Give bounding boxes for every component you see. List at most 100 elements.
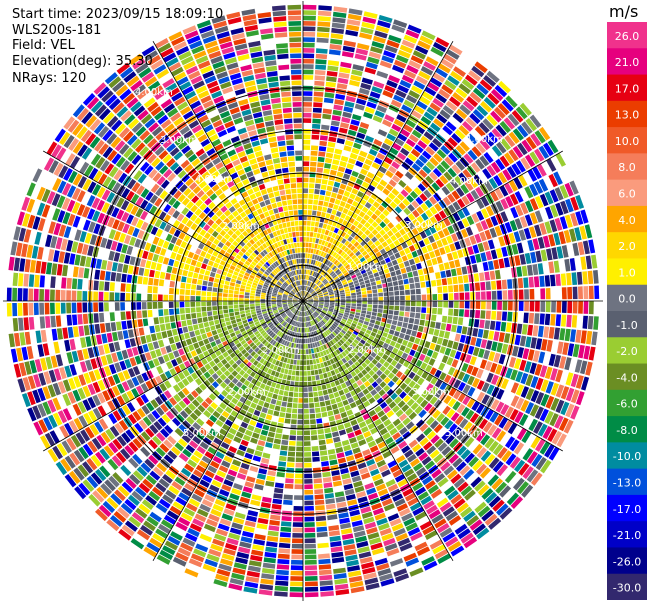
- radar-gate: [403, 278, 409, 285]
- radar-gate: [554, 415, 564, 429]
- radar-gate: [347, 210, 354, 217]
- radar-gate: [325, 266, 330, 272]
- radar-gate: [387, 314, 393, 320]
- radar-gate: [537, 325, 544, 338]
- radar-gate: [312, 359, 317, 365]
- radar-gate: [331, 258, 337, 263]
- radar-gate: [408, 277, 415, 284]
- radar-gate: [390, 99, 402, 108]
- radar-gate: [420, 135, 431, 145]
- radar-gate: [490, 88, 504, 102]
- radar-gate: [223, 313, 230, 318]
- radar-gate: [309, 309, 313, 314]
- radar-gate: [44, 289, 50, 301]
- radar-gate: [313, 472, 322, 479]
- radar-gate: [460, 506, 473, 518]
- radar-gate: [355, 336, 362, 342]
- radar-gate: [378, 296, 384, 301]
- radar-gate: [264, 551, 277, 558]
- radar-gate: [304, 554, 317, 560]
- radar-gate: [304, 527, 316, 533]
- radar-gate: [335, 335, 341, 341]
- radar-gate: [69, 338, 76, 351]
- radar-gate: [367, 492, 379, 501]
- radar-gate: [304, 549, 317, 554]
- radar-gate: [303, 338, 306, 344]
- radar-gate: [383, 369, 391, 376]
- radar-gate: [342, 219, 348, 226]
- radar-gate: [273, 410, 280, 417]
- radar-gate: [55, 302, 61, 314]
- radar-gate: [570, 405, 580, 420]
- radar-gate: [282, 374, 288, 380]
- radar-gate: [323, 361, 328, 367]
- radar-gate: [244, 304, 250, 308]
- radar-gate: [399, 413, 408, 422]
- radar-gate: [332, 239, 338, 245]
- radar-gate: [490, 110, 502, 123]
- radar-gate: [314, 80, 325, 86]
- radar-gate: [169, 315, 175, 322]
- radar-gate: [436, 113, 448, 124]
- radar-gate: [470, 162, 481, 173]
- radar-gate: [415, 447, 425, 457]
- radar-gate: [462, 373, 470, 383]
- radar-gate: [564, 182, 574, 197]
- radar-gate: [259, 434, 267, 442]
- radar-gate: [449, 349, 457, 358]
- radar-gate: [365, 283, 371, 288]
- radar-gate: [387, 483, 399, 493]
- radar-gate: [431, 280, 437, 287]
- radar-gate: [555, 369, 563, 383]
- radar-gate: [402, 233, 410, 241]
- radar-gate: [370, 468, 380, 477]
- radar-gate: [483, 96, 496, 109]
- radar-gate: [295, 468, 303, 473]
- radar-gate: [312, 277, 316, 283]
- radar-gate: [341, 337, 347, 343]
- radar-gate: [429, 171, 438, 181]
- radar-gate: [311, 306, 316, 310]
- radar-gate: [419, 319, 425, 326]
- radar-gate: [347, 499, 358, 506]
- radar-gate: [584, 224, 593, 239]
- radar-gate: [50, 302, 55, 315]
- radar-gate: [363, 263, 370, 269]
- radar-gate: [383, 225, 390, 233]
- radar-gate: [399, 344, 406, 352]
- radar-gate: [427, 185, 436, 195]
- radar-gate: [580, 256, 587, 270]
- radar-gate: [564, 328, 571, 342]
- radar-gate: [60, 302, 66, 314]
- radar-gate: [538, 351, 546, 364]
- radar-gate: [526, 451, 538, 464]
- radar-gate: [522, 448, 534, 461]
- radar-gate: [399, 285, 405, 291]
- radar-gate: [432, 232, 440, 241]
- radar-gate: [306, 264, 309, 269]
- radar-gate: [276, 564, 290, 570]
- radar-gate: [309, 408, 315, 414]
- radar-gate: [365, 582, 380, 591]
- radar-gate: [352, 277, 358, 282]
- radar-gate: [448, 423, 458, 434]
- radar-gate: [433, 360, 441, 369]
- radar-gate: [319, 297, 324, 300]
- radar-gate: [382, 332, 388, 338]
- radar-gate: [433, 329, 440, 337]
- radar-gate: [44, 302, 50, 315]
- radar-gate: [374, 355, 381, 362]
- radar-gate: [406, 473, 418, 482]
- radar-gate: [58, 340, 66, 353]
- radar-gate: [482, 118, 494, 130]
- radar-gate: [320, 276, 324, 281]
- radar-gate: [372, 115, 383, 123]
- radar-gate: [318, 275, 323, 280]
- radar-gate: [565, 198, 574, 213]
- radar-gate: [397, 84, 409, 94]
- radar-gate: [190, 307, 196, 313]
- radar-gate: [429, 420, 439, 430]
- radar-gate: [346, 298, 351, 301]
- radar-gate: [478, 418, 488, 430]
- radar-gate: [548, 446, 560, 461]
